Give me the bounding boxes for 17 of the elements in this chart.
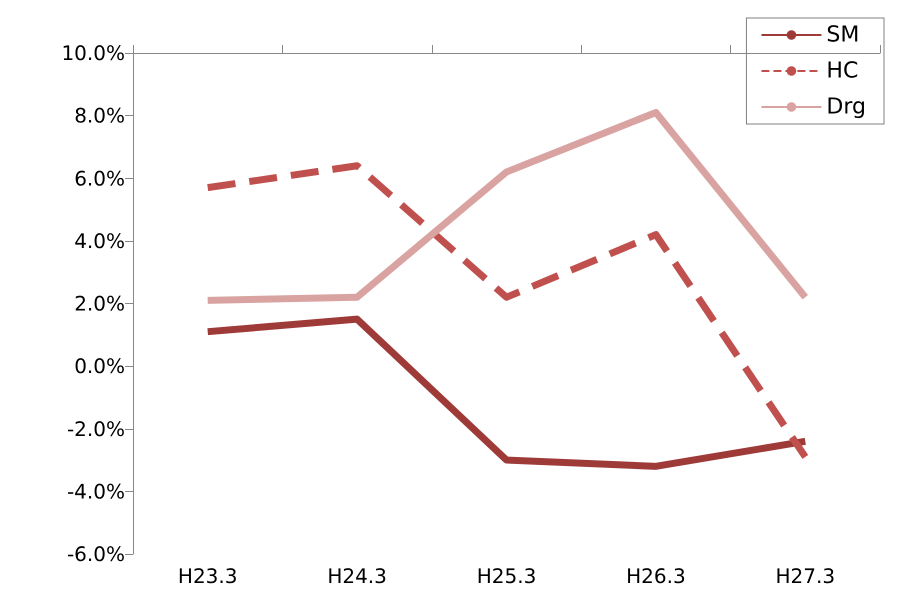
- legend-label: Drg: [826, 94, 866, 120]
- y-tick-label: -4.0%: [66, 479, 125, 504]
- y-tick-label: -2.0%: [66, 416, 125, 441]
- y-tick-label: -6.0%: [66, 542, 125, 566]
- x-tick-label: H27.3: [776, 564, 836, 588]
- legend-label: SM: [826, 22, 860, 48]
- legend-label: HC: [826, 58, 858, 84]
- y-tick-label: 4.0%: [74, 228, 125, 253]
- y-tick-label: 2.0%: [74, 292, 125, 316]
- y-tick-label: 0.0%: [74, 354, 125, 378]
- y-tick-label: 8.0%: [74, 104, 125, 128]
- x-tick-label: H26.3: [626, 564, 686, 588]
- y-tick-label: 10.0%: [61, 41, 125, 65]
- x-tick-label: H23.3: [178, 564, 238, 588]
- y-tick-label: 6.0%: [74, 166, 125, 190]
- x-tick-label: H25.3: [476, 564, 536, 588]
- x-tick-label: H24.3: [327, 564, 387, 588]
